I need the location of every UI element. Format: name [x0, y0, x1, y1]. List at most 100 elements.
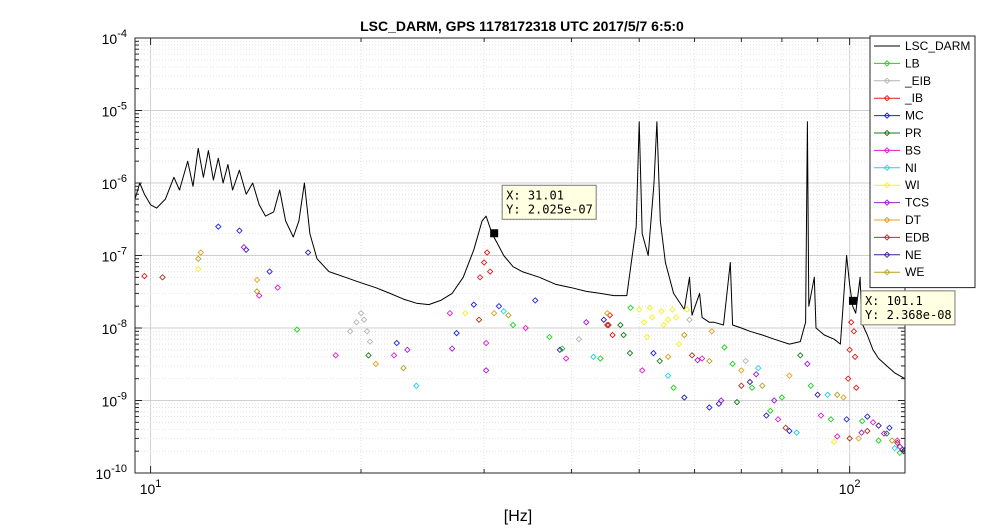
legend-swatch-marker — [883, 181, 891, 189]
data-point-bs — [274, 284, 281, 291]
data-point-lb — [597, 355, 604, 362]
data-point-we — [195, 255, 202, 263]
data-point-dt — [603, 309, 611, 317]
data-point-we — [505, 311, 512, 319]
data-point-tcs — [858, 429, 865, 436]
series-dt — [197, 249, 905, 455]
data-point-edb — [159, 274, 166, 281]
y-tick-label: 10-7 — [102, 246, 127, 265]
data-point-mc — [531, 297, 539, 304]
data-point-dt — [664, 353, 672, 361]
legend-entry-we: WE — [874, 265, 924, 279]
data-point-ni — [754, 364, 762, 372]
datatip-1: X: 31.01Y: 2.025e-07 — [490, 184, 597, 238]
data-point-mc — [864, 413, 871, 420]
data-point-bs — [390, 352, 398, 359]
data-point-lb — [729, 360, 736, 368]
legend-label: WI — [905, 178, 920, 192]
legend-entry-ib: _IB — [874, 91, 923, 105]
data-point-dt — [253, 276, 261, 284]
y-tick-label: 10-9 — [102, 391, 127, 410]
data-point-bs — [562, 355, 570, 362]
chart-title: LSC_DARM, GPS 1178172318 UTC 2017/5/7 6:… — [360, 18, 684, 34]
data-point-ib — [844, 375, 852, 382]
data-point-ni — [590, 353, 597, 361]
data-point-pr — [733, 398, 741, 406]
data-point-ib — [603, 321, 611, 329]
data-point-ib — [609, 331, 616, 339]
series-pr — [365, 321, 905, 453]
data-point-tcs — [804, 360, 811, 368]
data-point-bs — [446, 309, 454, 317]
data-point-bs — [482, 339, 490, 347]
y-tick-label: 10-4 — [102, 28, 127, 47]
data-point-pr — [656, 357, 663, 365]
data-point-ne — [556, 346, 564, 354]
data-point-ib — [853, 384, 860, 391]
data-point-ib — [483, 249, 491, 256]
data-point-wi — [640, 319, 648, 326]
legend-entry-edb: EDB — [874, 230, 930, 244]
y-tick-label: 10-10 — [96, 463, 127, 482]
data-point-wi — [673, 314, 680, 321]
data-point-eib — [363, 328, 371, 335]
datatip-marker — [848, 296, 857, 305]
data-point-wi — [675, 340, 683, 348]
data-point-bs — [894, 437, 901, 444]
data-point-dt — [197, 249, 205, 256]
data-point-pr — [365, 352, 372, 359]
legend-label: BS — [905, 143, 921, 157]
data-point-wi — [646, 304, 654, 312]
data-point-wi — [635, 306, 643, 313]
data-point-tcs — [770, 397, 778, 404]
data-point-ne — [746, 378, 754, 386]
datatip-x-text: X: 31.01 — [506, 188, 564, 202]
legend-swatch-marker — [883, 164, 891, 172]
data-point-ib — [850, 328, 858, 335]
legend-label: NE — [905, 248, 922, 262]
data-point-lb — [627, 304, 634, 312]
data-point-eib — [353, 319, 360, 326]
data-point-mc — [843, 416, 850, 423]
legend-swatch-marker — [883, 216, 891, 224]
data-point-wi — [664, 316, 672, 323]
data-point-tcs — [717, 397, 725, 404]
datatip-x-text: X: 101.1 — [865, 294, 923, 308]
datatip-box — [860, 290, 956, 326]
datatip-layer: X: 31.01Y: 2.025e-07 X: 101.1Y: 2.368e-08 — [490, 184, 956, 326]
legend-swatch-marker — [883, 112, 891, 119]
legend-entry-ne: NE — [874, 248, 922, 262]
datatip-box — [501, 184, 597, 220]
data-point-bs — [522, 324, 529, 332]
data-point-wi — [669, 306, 676, 313]
data-point-mc — [706, 404, 713, 411]
data-point-ne — [600, 316, 608, 323]
legend-entry-bs: BS — [874, 143, 921, 157]
data-point-we — [253, 288, 261, 295]
legend-label: _IB — [904, 91, 923, 105]
data-point-bs — [255, 292, 263, 299]
y-tick-label: 10-5 — [102, 101, 127, 120]
data-point-edb — [738, 382, 745, 389]
legend-swatch-marker — [883, 251, 891, 259]
data-point-pr — [626, 349, 634, 357]
data-point-we — [888, 437, 896, 444]
data-point-tcs — [896, 443, 904, 451]
data-point-eib — [360, 316, 368, 323]
data-point-lb — [721, 344, 728, 351]
y-tick-label: 10-8 — [102, 318, 127, 337]
legend-label: MC — [905, 109, 924, 123]
data-point-dt — [840, 394, 847, 401]
data-point-bs — [774, 416, 782, 423]
data-point-dt — [855, 435, 862, 442]
legend-label: WE — [905, 265, 924, 279]
data-point-wi — [830, 438, 838, 445]
data-point-eib — [742, 357, 749, 365]
data-point-dt — [786, 372, 793, 379]
series-layer — [135, 121, 905, 457]
data-point-bs — [638, 367, 646, 374]
legend-entry-dt: DT — [874, 213, 922, 227]
data-point-wi — [649, 314, 656, 321]
data-point-edb — [475, 316, 483, 323]
legend-swatch-marker — [883, 147, 891, 154]
